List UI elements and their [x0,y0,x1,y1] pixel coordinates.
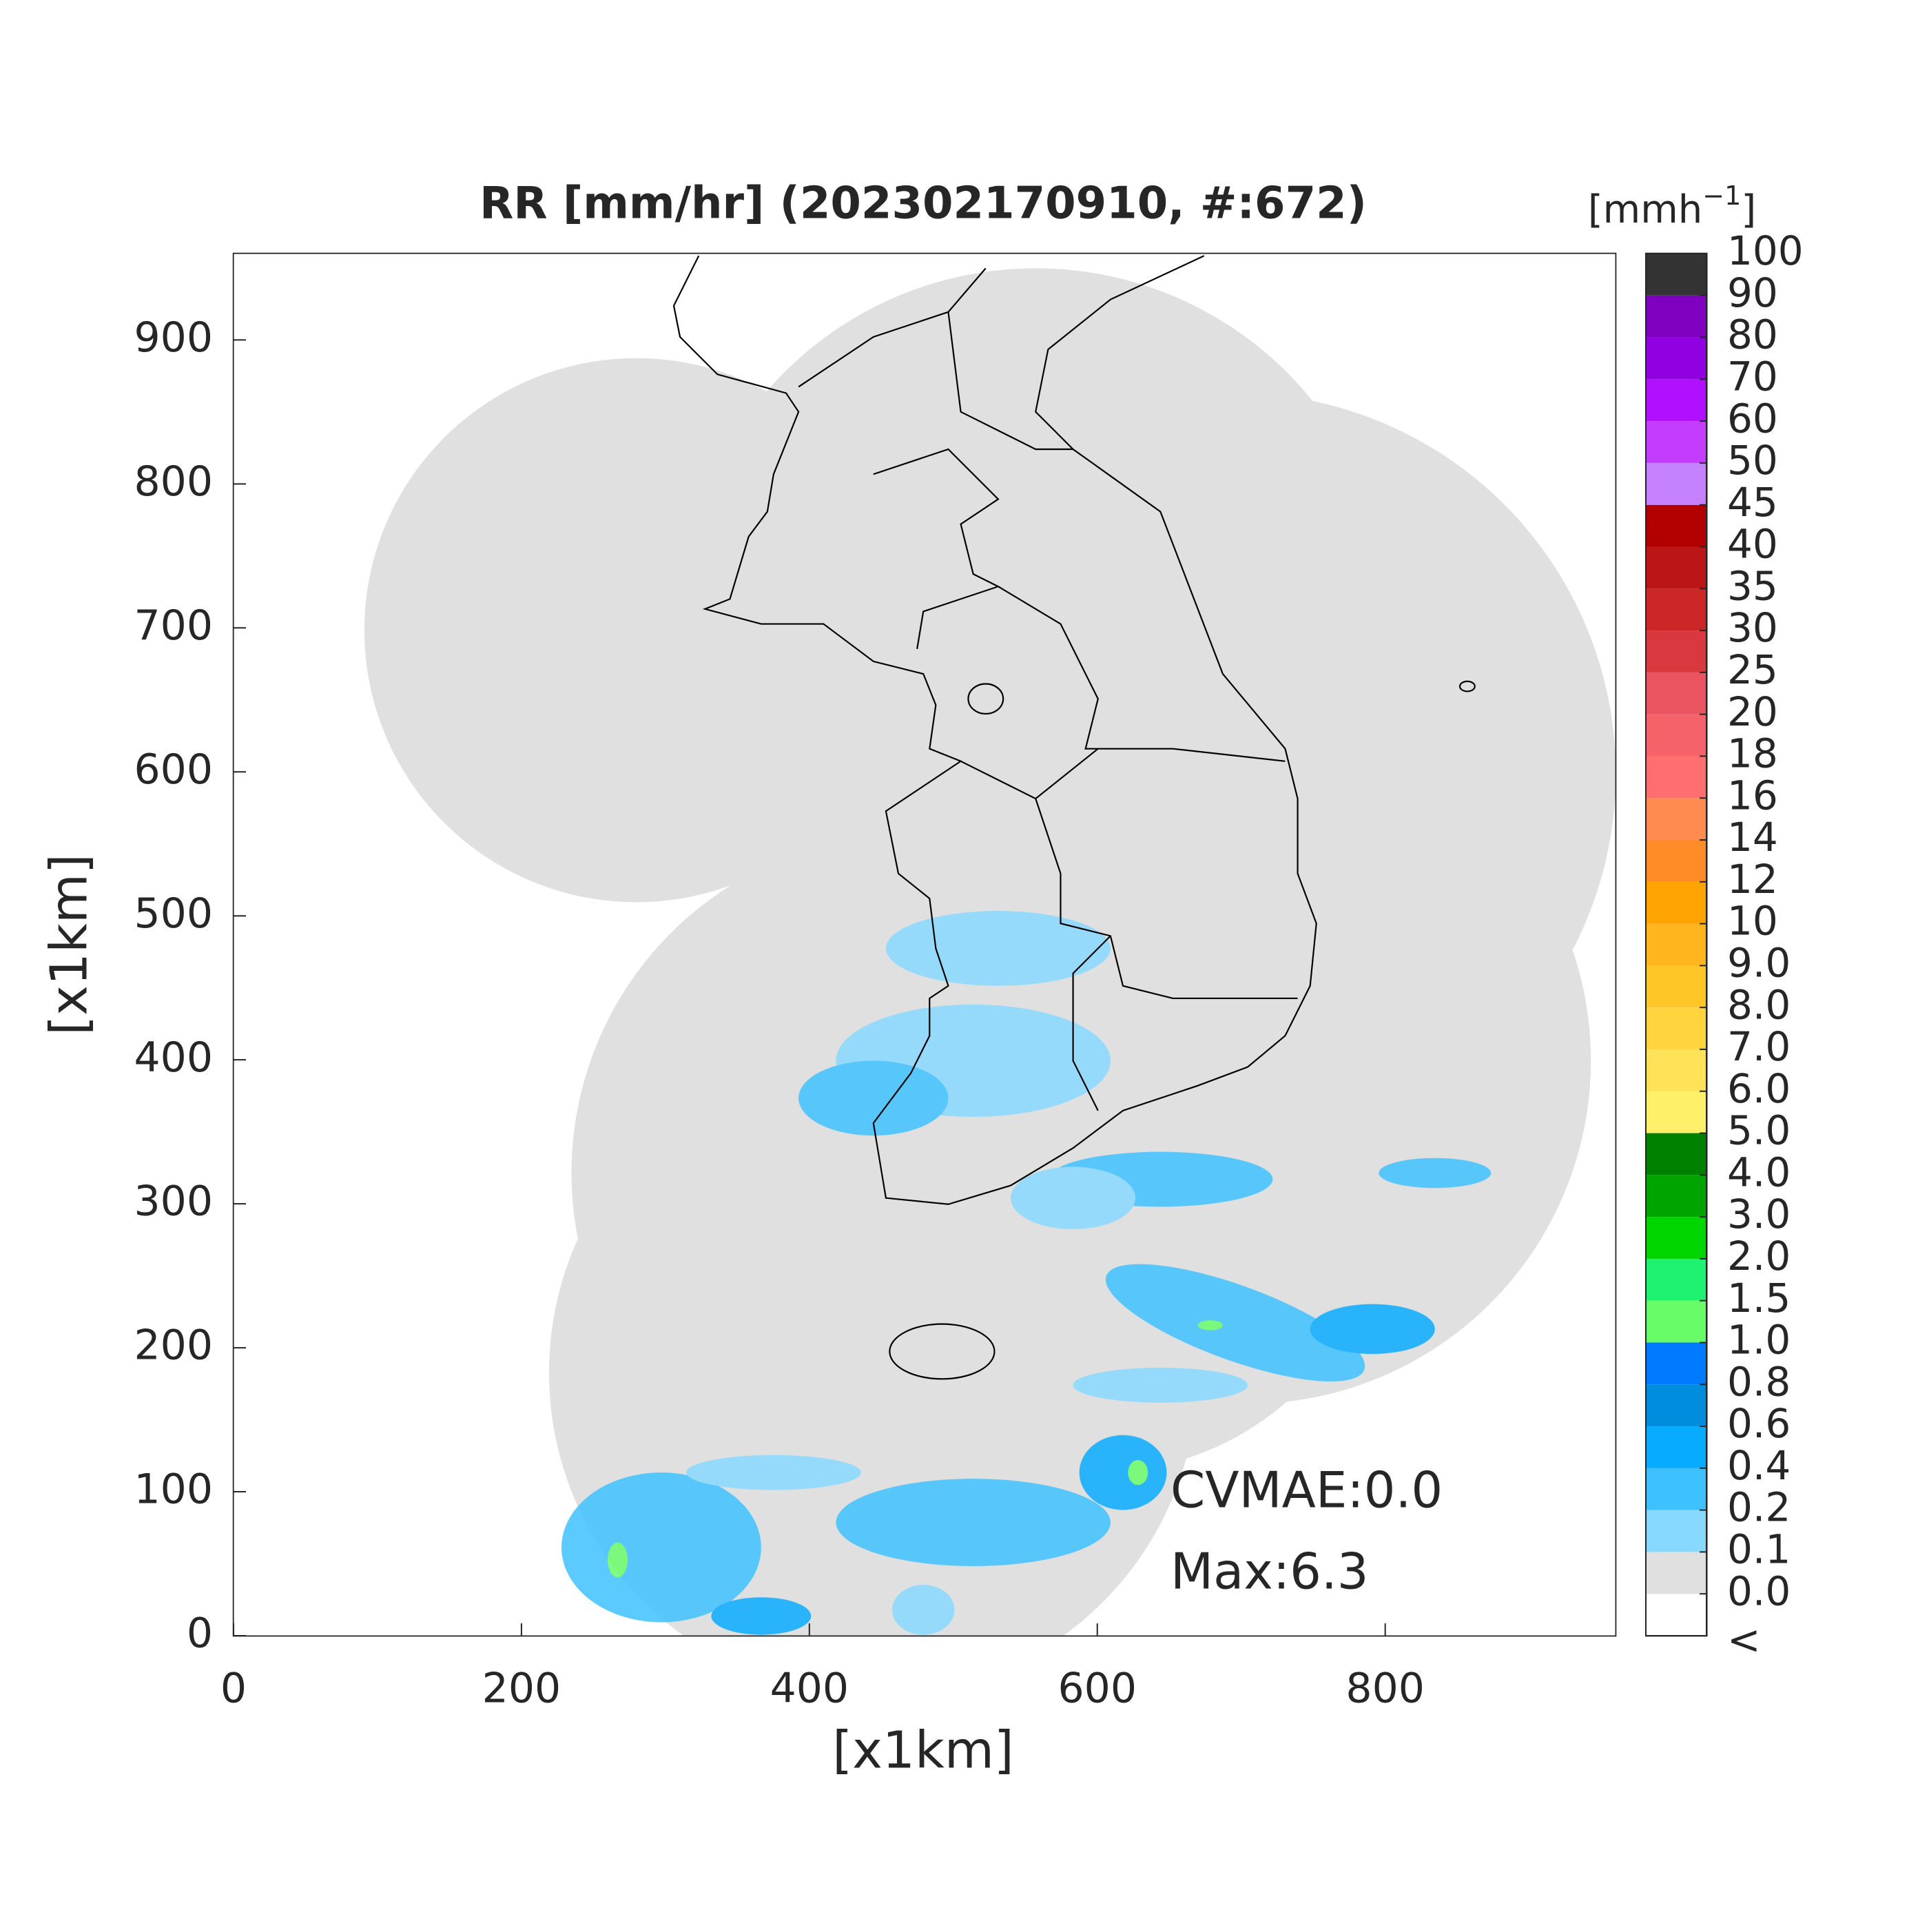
unit-close: ] [1741,187,1756,232]
x-tick-label: 200 [482,1665,561,1713]
colorbar-tick-label: 25 [1727,646,1778,693]
colorbar-tick-label: 18 [1727,730,1778,777]
colorbar-tick-label: 80 [1727,311,1778,358]
colorbar-segment [1646,504,1706,547]
colorbar-segment [1646,337,1706,380]
unit-exponent: −1 [1702,181,1741,211]
colorbar-segment [1646,588,1706,631]
colorbar-segment [1646,1342,1706,1385]
colorbar-tick-label: 45 [1727,479,1778,526]
colorbar-segment [1646,1552,1706,1594]
colorbar-segment [1646,462,1706,505]
colorbar-tick-label: 70 [1727,353,1778,400]
y-tick-label: 700 [134,602,213,650]
colorbar-tick-label: 6.0 [1727,1065,1791,1112]
colorbar-segment [1646,254,1706,296]
y-tick-label: 0 [187,1610,213,1658]
colorbar-tick-label: 0.2 [1727,1484,1791,1531]
colorbar-segment [1646,630,1706,672]
colorbar-segment [1646,1258,1706,1301]
colorbar-tick-label: 8.0 [1727,981,1791,1028]
y-tick-label: 500 [134,890,213,938]
colorbar-tick-label: 60 [1727,395,1778,442]
x-tick-label: 800 [1345,1665,1425,1713]
colorbar-below-label: < [1727,1616,1761,1663]
colorbar-tick-label: 0.0 [1727,1568,1791,1614]
annotation: Max:6.3 [1170,1543,1369,1601]
colorbar-segment [1646,1049,1706,1091]
colorbar-frame [1645,253,1707,1636]
x-tick-label: 600 [1058,1665,1137,1713]
y-tick-label: 900 [134,314,213,362]
colorbar-segment [1646,421,1706,463]
colorbar-segment [1646,672,1706,715]
colorbar-segment [1646,1594,1706,1636]
colorbar-tick-label: 10 [1727,898,1778,945]
colorbar-tick-label: 1.5 [1727,1275,1791,1322]
unit: [mmh [1588,187,1702,232]
y-tick-label: 600 [134,746,213,794]
colorbar-tick-label: 12 [1727,856,1778,903]
y-tick-label: 800 [134,458,213,506]
x-axis-label: [x1km] [832,1721,1014,1780]
colorbar-tick-label: 0.1 [1727,1526,1791,1573]
colorbar-tick-label: 50 [1727,437,1778,484]
colorbar-segment [1646,1300,1706,1343]
map [232,252,1708,1637]
colorbar-segment [1646,881,1706,924]
annotation: CVMAE:0.0 [1170,1461,1443,1519]
colorbar-tick-label: 4.0 [1727,1149,1791,1195]
colorbar-tick-label: 35 [1727,562,1778,609]
colorbar-tick-label: 100 [1727,227,1804,274]
y-tick-label: 300 [134,1178,213,1226]
y-tick-label: 200 [134,1322,213,1370]
colorbar-tick-label: 90 [1727,269,1778,316]
colorbar-tick-label: 14 [1727,814,1778,861]
colorbar-segment [1646,756,1706,799]
colorbar-segment [1646,1426,1706,1468]
colorbar-segment [1646,1217,1706,1259]
colorbar-segment [1646,965,1706,1008]
colorbar-segment [1646,1510,1706,1552]
precipitation [561,911,1492,1635]
colorbar-segment [1646,295,1706,338]
colorbar-tick-label: 3.0 [1727,1191,1791,1237]
colorbar-segment [1646,379,1706,422]
colorbar-segment [1646,1468,1706,1510]
colorbar-segment [1646,840,1706,882]
colorbar-segment [1646,546,1706,589]
y-tick-label: 100 [134,1466,213,1514]
colorbar-segment [1646,1175,1706,1217]
colorbar-tick-label: 7.0 [1727,1023,1791,1070]
colorbar-unit: [mmh−1] [1588,181,1756,233]
y-axis-label: [x1km] [40,854,99,1036]
coastline [672,255,1476,1380]
colorbar-tick-label: 0.8 [1727,1358,1791,1405]
colorbar-segment [1646,798,1706,841]
colorbar-segment [1646,1384,1706,1427]
colorbar-tick-label: 20 [1727,688,1778,735]
colorbar-tick-label: 5.0 [1727,1107,1791,1154]
x-tick-label: 0 [220,1665,247,1713]
colorbar-segment [1646,714,1706,757]
colorbar-tick-label: 30 [1727,604,1778,651]
colorbar-segment [1646,1007,1706,1049]
axes-box [232,252,1617,1637]
colorbar-tick-label: 1.0 [1727,1317,1791,1364]
colorbar-tick-label: 9.0 [1727,940,1791,987]
x-tick-label: 400 [770,1665,849,1713]
colorbar-tick-label: 0.6 [1727,1400,1791,1447]
colorbar-tick-label: 16 [1727,772,1778,819]
colorbar-tick-label: 0.4 [1727,1442,1791,1489]
colorbar-tick-label: 2.0 [1727,1233,1791,1280]
colorbar-segment [1646,923,1706,966]
colorbar-segment [1646,1133,1706,1175]
colorbar-tick-label: 40 [1727,521,1778,568]
colorbar-segment [1646,1091,1706,1133]
y-tick-label: 400 [134,1034,213,1082]
chart-title: RR [mm/hr] (202302170910, #:672) [479,178,1367,229]
